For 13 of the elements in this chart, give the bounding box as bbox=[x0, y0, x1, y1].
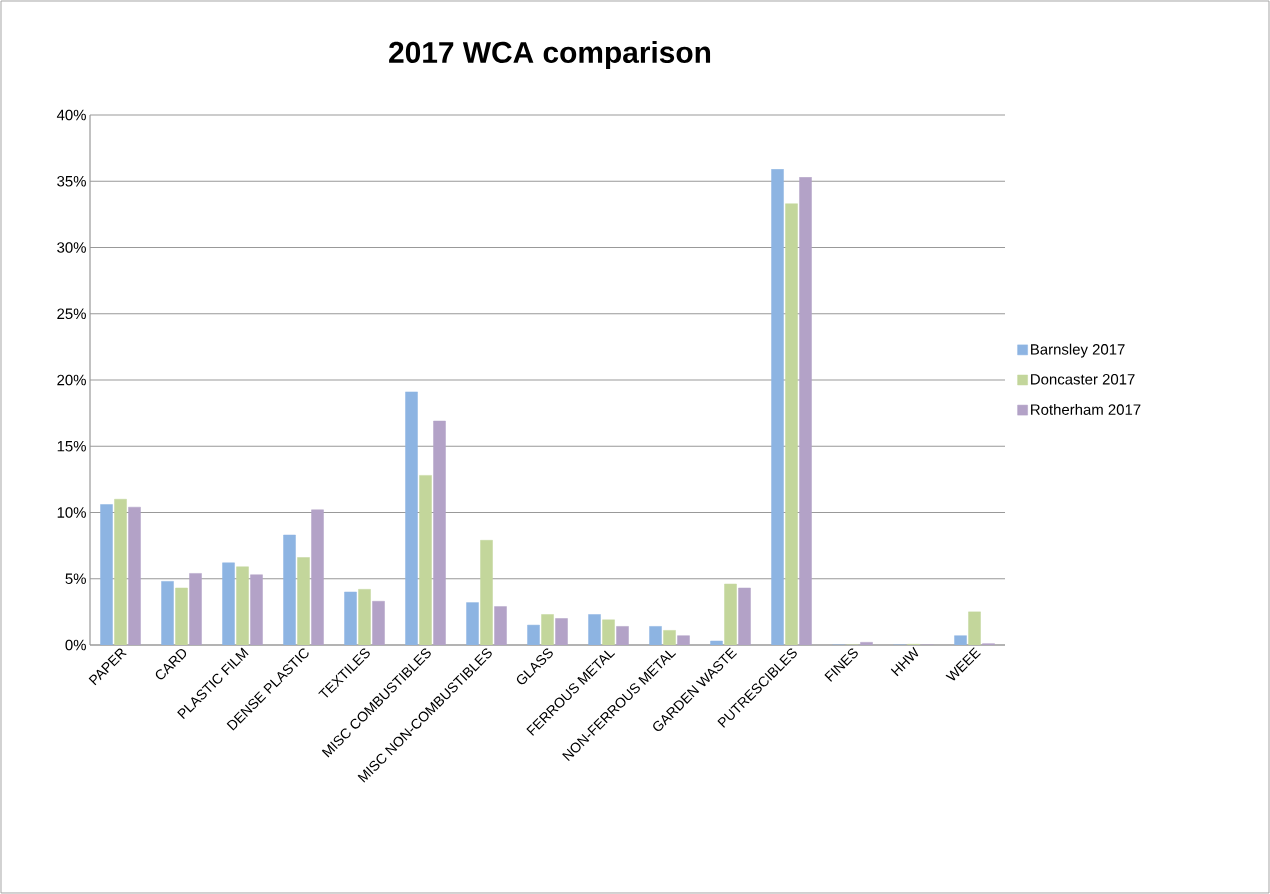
y-tick-label: 25% bbox=[57, 308, 86, 320]
y-tick-label: 10% bbox=[57, 507, 86, 518]
legend-label: Barnsley 2017 bbox=[1031, 343, 1125, 358]
y-tick-label: 40% bbox=[56, 109, 86, 121]
y-tick-label: 35% bbox=[57, 175, 86, 187]
legend-label: Doncaster 2017 bbox=[1031, 374, 1135, 385]
y-tick-label: 20% bbox=[57, 374, 86, 386]
chart-title: 2017 WCA comparison bbox=[389, 41, 711, 69]
y-tick-label: 30% bbox=[57, 242, 86, 253]
y-tick-label: 15% bbox=[57, 440, 86, 452]
y-tick-label: 0% bbox=[65, 639, 86, 651]
y-tick-label: 5% bbox=[65, 573, 86, 584]
legend-label: Rotherham 2017 bbox=[1031, 403, 1141, 415]
